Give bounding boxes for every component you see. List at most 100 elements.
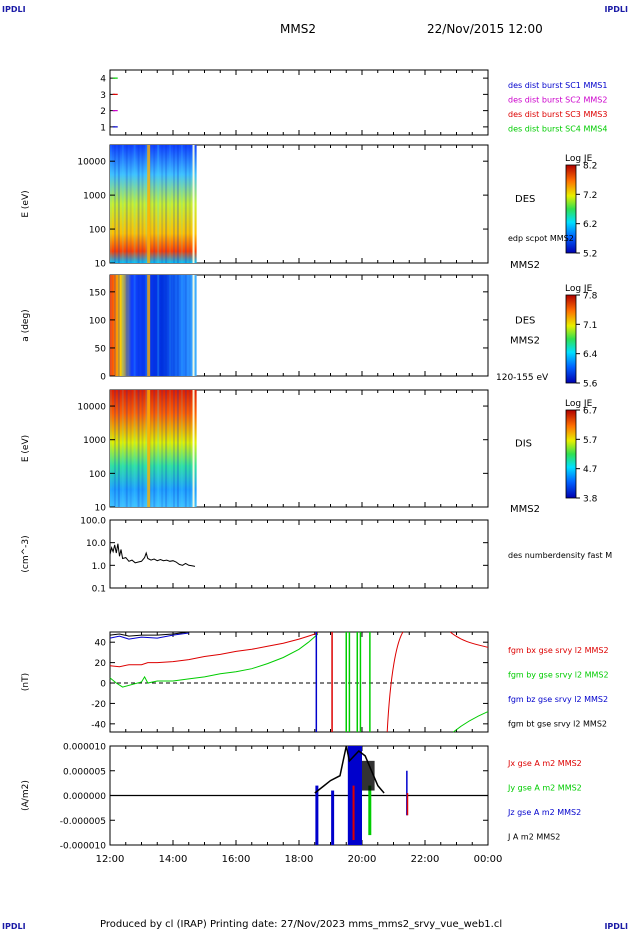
dis-energy-texture-stripe <box>169 390 172 507</box>
des-pitch-colorbar-tick-label: 7.1 <box>583 321 597 331</box>
des-pitch-y-tick-label: 150 <box>89 288 106 298</box>
des-pitch-texture-stripe <box>176 275 179 376</box>
current-y-tick-label: -0.000005 <box>60 817 106 827</box>
des-energy-texture-stripe <box>117 145 120 263</box>
des-energy-texture-stripe <box>165 145 168 263</box>
burst-legend-entry: des dist burst SC4 MMS4 <box>508 125 607 134</box>
des-pitch-texture-stripe <box>125 275 128 376</box>
burst-y-tick-label: 1 <box>100 123 106 133</box>
des-pitch-edge-line <box>192 275 195 376</box>
dis-energy-texture-stripe <box>157 390 160 507</box>
current-jz-spike <box>315 785 319 845</box>
time-tick-label: 14:00 <box>159 854 188 865</box>
des-pitch-colorbar-tick-label: 6.4 <box>583 350 598 360</box>
corner-tag-bottom-right: IPDLI <box>604 922 628 931</box>
des-energy-texture-stripe <box>133 145 136 263</box>
time-tick-label: 20:00 <box>348 854 377 865</box>
dis-energy-y-tick-label: 100 <box>89 470 106 480</box>
fgm-late-bx-curve <box>449 631 489 648</box>
dis-energy-texture-stripe <box>110 390 112 507</box>
des-energy-y-tick-label: 1000 <box>83 192 106 202</box>
dis-energy-texture-stripe <box>113 390 116 507</box>
density-series-line <box>109 543 196 567</box>
fgm-y-tick-label: -20 <box>91 700 106 710</box>
dis-energy-y-axis-label: E (eV) <box>21 435 31 462</box>
fgm-legend-entry: fgm bz gse srvy l2 MMS2 <box>508 695 608 704</box>
des-energy-event-line <box>147 145 151 263</box>
des-energy-texture-stripe <box>173 145 175 263</box>
dis-energy-texture-stripe <box>161 390 164 507</box>
burst-y-tick-label: 2 <box>100 107 106 117</box>
current-jz-spike <box>331 790 335 845</box>
dis-energy-texture-stripe <box>117 390 120 507</box>
des-pitch-texture-stripe <box>121 275 124 376</box>
des-energy-texture-stripe <box>161 145 164 263</box>
des-energy-texture-stripe <box>188 145 191 263</box>
dis-energy-colorbar-tick-label: 4.7 <box>583 465 597 475</box>
des-pitch-texture-stripe <box>165 275 168 376</box>
time-tick-label: 00:00 <box>474 854 503 865</box>
density-y-tick-label: 10.0 <box>86 539 106 549</box>
current-legend-entry: Jy gse A m2 MMS2 <box>507 784 582 793</box>
des-energy-sc-label: MMS2 <box>510 260 540 271</box>
fgm-series-line <box>109 633 319 688</box>
time-tick-label: 12:00 <box>96 854 125 865</box>
des-energy-texture-stripe <box>129 145 132 263</box>
current-y-tick-label: 0.000005 <box>63 767 106 777</box>
time-tick-label: 18:00 <box>285 854 314 865</box>
des-energy-colorbar-tick-label: 6.2 <box>583 220 597 230</box>
dis-energy-texture-stripe <box>141 390 144 507</box>
dis-energy-texture-stripe <box>121 390 124 507</box>
density-y-tick-label: 100.0 <box>80 517 106 527</box>
des-pitch-texture-stripe <box>149 275 152 376</box>
current-jz-burst-block <box>347 746 362 845</box>
des-pitch-texture-stripe <box>129 275 132 376</box>
panel-frame <box>109 631 489 733</box>
des-energy-overlay-label: edp scpot MMS2 <box>508 234 574 243</box>
time-tick-label: 22:00 <box>411 854 440 865</box>
corner-tag-top-left: IPDLI <box>2 5 26 14</box>
des-pitch-y-tick-label: 0 <box>100 373 106 383</box>
burst-legend-entry: des dist burst SC2 MMS2 <box>508 96 607 105</box>
des-energy-texture-stripe <box>113 145 116 263</box>
des-energy-texture-stripe <box>125 145 128 263</box>
fgm-legend-entry: fgm by gse srvy l2 MMS2 <box>508 671 609 680</box>
dis-energy-y-tick-label: 10000 <box>77 403 106 413</box>
des-pitch-texture-stripe <box>188 275 191 376</box>
des-pitch-texture-stripe <box>161 275 164 376</box>
current-jx-spike <box>352 785 355 841</box>
current-y-tick-label: 0.000010 <box>63 743 106 753</box>
des-pitch-texture-stripe <box>169 275 172 376</box>
des-pitch-spectrogram-fill <box>110 275 197 376</box>
des-energy-texture-stripe <box>141 145 144 263</box>
des-pitch-texture-stripe <box>133 275 136 376</box>
des-pitch-event-line <box>147 275 151 376</box>
fgm-y-tick-label: 40 <box>95 639 107 649</box>
dis-energy-texture-stripe <box>153 390 156 507</box>
dis-energy-texture-stripe <box>129 390 132 507</box>
burst-legend-entry: des dist burst SC1 MMS1 <box>508 81 607 90</box>
fgm-y-tick-label: 0 <box>100 680 106 690</box>
dis-energy-spectrogram-fill <box>110 390 197 507</box>
fgm-series-line <box>109 632 189 640</box>
current-legend-entry: J A m2 MMS2 <box>507 833 560 842</box>
dis-energy-texture-stripe <box>176 390 179 507</box>
dis-energy-texture-stripe <box>188 390 191 507</box>
density-y-tick-label: 0.1 <box>92 585 106 595</box>
density-y-axis-label: (cm^-3) <box>21 535 31 572</box>
dis-energy-texture-stripe <box>180 390 183 507</box>
des-pitch-y-axis-label: a (deg) <box>21 309 31 341</box>
des-energy-texture-stripe <box>137 145 140 263</box>
des-energy-texture-stripe <box>145 145 148 263</box>
des-energy-y-tick-label: 10000 <box>77 158 106 168</box>
panel-frame <box>109 519 489 589</box>
fgm-y-tick-label: 20 <box>95 659 107 669</box>
des-energy-y-tick-label: 10 <box>95 260 107 270</box>
dis-energy-colorbar-title: Log JE <box>565 399 593 409</box>
des-pitch-texture-stripe <box>153 275 156 376</box>
current-jy-spike <box>368 785 372 836</box>
des-energy-colorbar <box>565 164 577 254</box>
des-pitch-y-tick-label: 100 <box>89 316 106 326</box>
des-pitch-energy-range: 120-155 eV <box>496 373 549 383</box>
